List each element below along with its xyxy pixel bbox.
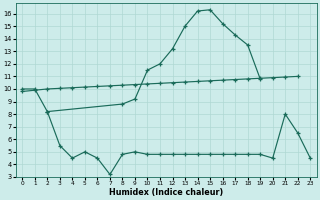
X-axis label: Humidex (Indice chaleur): Humidex (Indice chaleur) [109, 188, 223, 197]
